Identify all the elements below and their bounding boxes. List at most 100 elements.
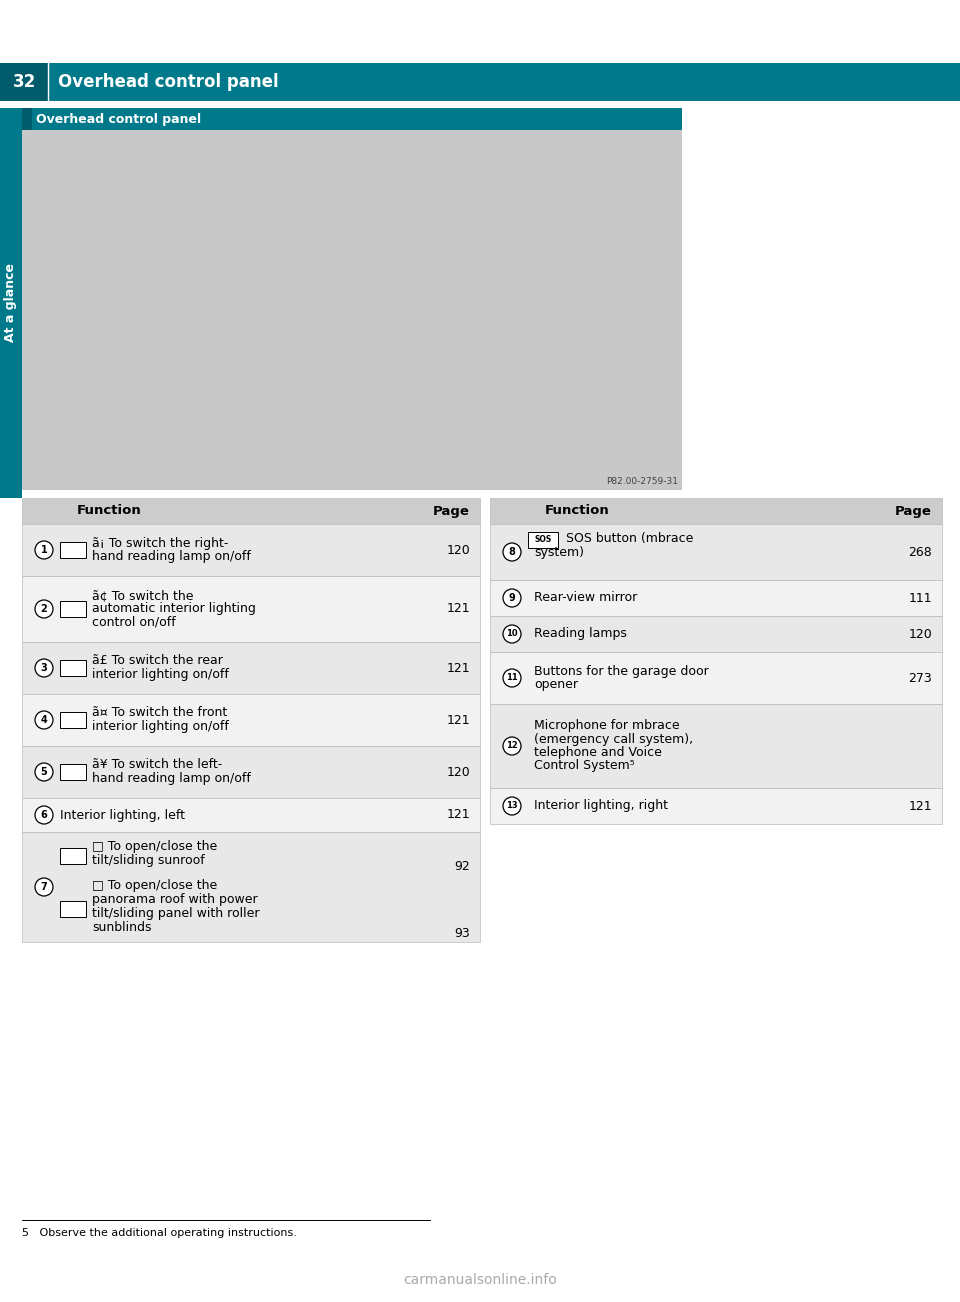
FancyBboxPatch shape: [22, 832, 480, 943]
Text: SOS button (mbrace: SOS button (mbrace: [562, 533, 693, 546]
Text: 93: 93: [454, 927, 470, 940]
Text: interior lighting on/off: interior lighting on/off: [92, 720, 228, 733]
Text: 5   Observe the additional operating instructions.: 5 Observe the additional operating instr…: [22, 1228, 297, 1238]
Circle shape: [35, 878, 53, 896]
Text: Buttons for the garage door: Buttons for the garage door: [534, 664, 708, 677]
Text: 120: 120: [446, 766, 470, 779]
Text: tilt/sliding sunroof: tilt/sliding sunroof: [92, 854, 204, 867]
FancyBboxPatch shape: [60, 712, 86, 728]
FancyBboxPatch shape: [22, 798, 480, 832]
Text: 92: 92: [454, 861, 470, 874]
Text: 273: 273: [908, 672, 932, 685]
Text: □ To open/close the: □ To open/close the: [92, 879, 217, 892]
Text: 121: 121: [446, 809, 470, 822]
Text: 2: 2: [40, 604, 47, 615]
FancyBboxPatch shape: [528, 531, 558, 548]
Text: ã¡ To switch the right-: ã¡ To switch the right-: [92, 536, 228, 549]
Text: sunblinds: sunblinds: [92, 921, 152, 934]
Text: 13: 13: [506, 802, 517, 811]
Text: 32: 32: [12, 73, 36, 91]
Text: Overhead control panel: Overhead control panel: [36, 112, 202, 125]
Circle shape: [503, 543, 521, 561]
FancyBboxPatch shape: [490, 704, 942, 788]
FancyBboxPatch shape: [22, 694, 480, 746]
Text: 121: 121: [446, 713, 470, 727]
Text: opener: opener: [534, 678, 578, 691]
Text: 4: 4: [40, 715, 47, 725]
Text: ã¢ To switch the: ã¢ To switch the: [92, 589, 194, 602]
Circle shape: [503, 669, 521, 687]
Text: control on/off: control on/off: [92, 616, 176, 629]
FancyBboxPatch shape: [490, 616, 942, 652]
Text: automatic interior lighting: automatic interior lighting: [92, 603, 256, 616]
Circle shape: [35, 542, 53, 559]
Text: hand reading lamp on/off: hand reading lamp on/off: [92, 549, 251, 562]
Text: Page: Page: [433, 504, 470, 517]
Text: panorama roof with power: panorama roof with power: [92, 893, 257, 906]
Text: 8: 8: [509, 547, 516, 557]
Text: 121: 121: [446, 661, 470, 674]
Text: P82.00-2759-31: P82.00-2759-31: [606, 477, 678, 486]
Text: system): system): [534, 546, 584, 559]
Text: 111: 111: [908, 591, 932, 604]
Text: Function: Function: [545, 504, 610, 517]
Text: (emergency call system),: (emergency call system),: [534, 733, 693, 746]
Text: At a glance: At a glance: [5, 263, 17, 342]
FancyBboxPatch shape: [22, 130, 682, 490]
FancyBboxPatch shape: [22, 497, 480, 523]
Circle shape: [35, 806, 53, 824]
Text: 9: 9: [509, 592, 516, 603]
FancyBboxPatch shape: [0, 108, 22, 497]
FancyBboxPatch shape: [22, 108, 32, 130]
Circle shape: [503, 625, 521, 643]
Text: Microphone for mbrace: Microphone for mbrace: [534, 719, 680, 732]
Text: 1: 1: [40, 546, 47, 555]
Text: ã£ To switch the rear: ã£ To switch the rear: [92, 655, 223, 668]
FancyBboxPatch shape: [490, 523, 942, 579]
FancyBboxPatch shape: [22, 523, 480, 575]
Text: 121: 121: [446, 603, 470, 616]
FancyBboxPatch shape: [22, 642, 480, 694]
FancyBboxPatch shape: [60, 848, 86, 865]
Text: □ To open/close the: □ To open/close the: [92, 840, 217, 853]
FancyBboxPatch shape: [60, 602, 86, 617]
Text: 120: 120: [446, 543, 470, 556]
FancyBboxPatch shape: [490, 497, 942, 523]
FancyBboxPatch shape: [490, 788, 942, 824]
Circle shape: [35, 763, 53, 781]
Text: 7: 7: [40, 881, 47, 892]
Text: 5: 5: [40, 767, 47, 777]
Text: 120: 120: [908, 628, 932, 641]
Circle shape: [503, 589, 521, 607]
Text: Control System⁵: Control System⁵: [534, 759, 635, 772]
Text: 10: 10: [506, 629, 517, 638]
Circle shape: [503, 797, 521, 815]
FancyBboxPatch shape: [60, 901, 86, 917]
Text: 268: 268: [908, 546, 932, 559]
Text: 11: 11: [506, 673, 517, 682]
Text: ã¤ To switch the front: ã¤ To switch the front: [92, 707, 228, 720]
FancyBboxPatch shape: [0, 62, 960, 102]
Text: 3: 3: [40, 663, 47, 673]
Circle shape: [35, 659, 53, 677]
Text: interior lighting on/off: interior lighting on/off: [92, 668, 228, 681]
Text: 6: 6: [40, 810, 47, 820]
FancyBboxPatch shape: [22, 746, 480, 798]
Text: Interior lighting, left: Interior lighting, left: [60, 809, 185, 822]
Text: ã¥ To switch the left-: ã¥ To switch the left-: [92, 759, 223, 772]
Circle shape: [35, 711, 53, 729]
FancyBboxPatch shape: [0, 62, 48, 102]
Circle shape: [35, 600, 53, 618]
Text: 12: 12: [506, 742, 517, 750]
Text: SOS: SOS: [535, 535, 552, 544]
Text: carmanualsonline.info: carmanualsonline.info: [403, 1273, 557, 1286]
Text: Function: Function: [77, 504, 142, 517]
Text: Page: Page: [895, 504, 932, 517]
FancyBboxPatch shape: [490, 579, 942, 616]
FancyBboxPatch shape: [60, 660, 86, 676]
Text: Reading lamps: Reading lamps: [534, 628, 627, 641]
Text: tilt/sliding panel with roller: tilt/sliding panel with roller: [92, 907, 259, 921]
Text: 121: 121: [908, 799, 932, 812]
Text: telephone and Voice: telephone and Voice: [534, 746, 661, 759]
Text: Rear-view mirror: Rear-view mirror: [534, 591, 637, 604]
